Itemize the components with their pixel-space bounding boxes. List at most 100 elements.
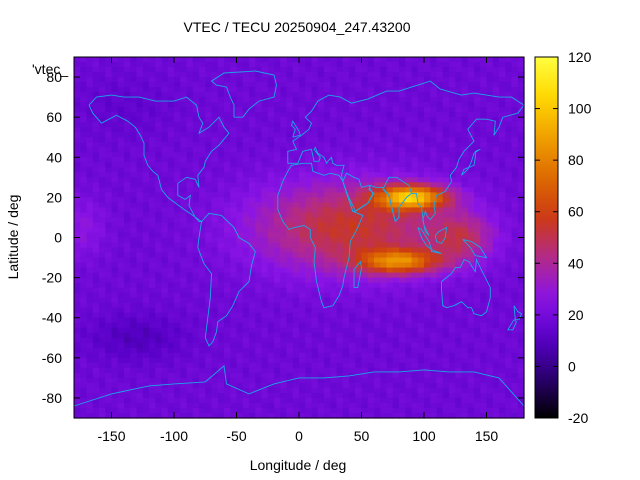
heatmap-cell bbox=[180, 172, 188, 178]
heatmap-cell bbox=[230, 207, 238, 214]
heatmap-cell bbox=[149, 117, 156, 123]
heatmap-cell bbox=[361, 222, 369, 229]
heatmap-cell bbox=[111, 352, 119, 359]
heatmap-cell bbox=[505, 232, 513, 239]
heatmap-cell bbox=[511, 387, 519, 394]
heatmap-cell bbox=[474, 142, 481, 148]
heatmap-cell bbox=[192, 57, 200, 63]
heatmap-cell bbox=[392, 167, 400, 173]
heatmap-cell bbox=[505, 367, 513, 374]
heatmap-cell bbox=[311, 302, 319, 309]
heatmap-cell bbox=[342, 132, 350, 138]
heatmap-cell bbox=[261, 282, 269, 289]
heatmap-cell bbox=[192, 162, 200, 168]
heatmap-cell bbox=[499, 312, 506, 319]
heatmap-cell bbox=[199, 162, 206, 168]
heatmap-cell bbox=[86, 182, 94, 188]
heatmap-cell bbox=[299, 232, 306, 239]
heatmap-cell bbox=[449, 272, 456, 279]
heatmap-cell bbox=[236, 332, 244, 339]
heatmap-cell bbox=[324, 107, 331, 113]
heatmap-cell bbox=[367, 177, 375, 183]
heatmap-cell bbox=[417, 97, 425, 103]
heatmap-cell bbox=[261, 322, 269, 329]
heatmap-cell bbox=[305, 157, 313, 163]
heatmap-cell bbox=[230, 117, 238, 123]
heatmap-cell bbox=[230, 152, 238, 158]
heatmap-cell bbox=[455, 267, 463, 274]
heatmap-cell bbox=[317, 87, 325, 93]
heatmap-cell bbox=[386, 102, 394, 108]
heatmap-cell bbox=[286, 297, 294, 304]
heatmap-cell bbox=[380, 137, 388, 143]
heatmap-cell bbox=[349, 272, 356, 279]
heatmap-cell bbox=[399, 392, 406, 399]
heatmap-cell bbox=[286, 322, 294, 329]
heatmap-cell bbox=[280, 287, 288, 294]
heatmap-cell bbox=[411, 237, 419, 244]
heatmap-cell bbox=[261, 87, 269, 93]
heatmap-cell bbox=[324, 212, 331, 219]
heatmap-cell bbox=[211, 177, 219, 183]
heatmap-cell bbox=[280, 267, 288, 274]
heatmap-cell bbox=[374, 197, 381, 203]
heatmap-cell bbox=[349, 232, 356, 239]
heatmap-cell bbox=[467, 287, 475, 294]
heatmap-cell bbox=[186, 287, 194, 294]
heatmap-cell bbox=[105, 72, 113, 78]
heatmap-cell bbox=[480, 352, 488, 359]
heatmap-cell bbox=[486, 347, 494, 354]
heatmap-cell bbox=[224, 177, 231, 183]
heatmap-cell bbox=[455, 137, 463, 143]
heatmap-cell bbox=[374, 122, 381, 128]
heatmap-cell bbox=[405, 382, 413, 389]
heatmap-cell bbox=[161, 377, 169, 384]
heatmap-cell bbox=[211, 337, 219, 344]
heatmap-cell bbox=[280, 107, 288, 113]
heatmap-cell bbox=[324, 227, 331, 234]
heatmap-cell bbox=[267, 167, 275, 173]
heatmap-cell bbox=[374, 232, 381, 239]
heatmap-cell bbox=[180, 142, 188, 148]
heatmap-cell bbox=[292, 122, 300, 128]
heatmap-cell bbox=[117, 302, 125, 309]
heatmap-cell bbox=[136, 277, 144, 284]
heatmap-cell bbox=[349, 327, 356, 334]
heatmap-cell bbox=[217, 327, 225, 334]
heatmap-cell bbox=[336, 332, 344, 339]
heatmap-cell bbox=[130, 117, 138, 123]
heatmap-cell bbox=[130, 372, 138, 379]
heatmap-cell bbox=[336, 282, 344, 289]
heatmap-cell bbox=[242, 292, 250, 299]
heatmap-cell bbox=[299, 172, 306, 178]
heatmap-cell bbox=[224, 372, 231, 379]
heatmap-cell bbox=[336, 382, 344, 389]
heatmap-cell bbox=[74, 382, 81, 389]
heatmap-cell bbox=[299, 327, 306, 334]
heatmap-cell bbox=[336, 107, 344, 113]
heatmap-cell bbox=[230, 232, 238, 239]
heatmap-cell bbox=[174, 232, 181, 239]
heatmap-cell bbox=[299, 137, 306, 143]
heatmap-cell bbox=[417, 247, 425, 254]
heatmap-cell bbox=[305, 217, 313, 224]
heatmap-cell bbox=[192, 272, 200, 279]
heatmap-cell bbox=[199, 197, 206, 203]
heatmap-cell bbox=[261, 72, 269, 78]
heatmap-cell bbox=[449, 62, 456, 68]
heatmap-cell bbox=[324, 82, 331, 88]
heatmap-cell bbox=[517, 347, 525, 354]
heatmap-cell bbox=[317, 92, 325, 98]
heatmap-cell bbox=[330, 397, 338, 404]
heatmap-cell bbox=[324, 127, 331, 133]
heatmap-cell bbox=[192, 212, 200, 219]
heatmap-cell bbox=[255, 382, 263, 389]
heatmap-cell bbox=[511, 262, 519, 269]
heatmap-cell bbox=[317, 367, 325, 374]
heatmap-cell bbox=[105, 182, 113, 188]
heatmap-cell bbox=[442, 202, 450, 209]
heatmap-cell bbox=[486, 127, 494, 133]
heatmap-cell bbox=[455, 312, 463, 319]
heatmap-cell bbox=[224, 382, 231, 389]
heatmap-cell bbox=[80, 227, 88, 234]
